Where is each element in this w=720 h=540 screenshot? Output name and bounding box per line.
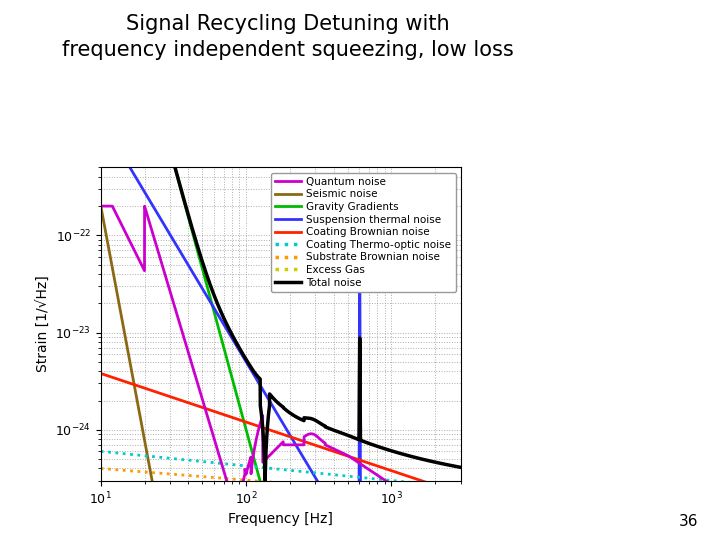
Legend: Quantum noise, Seismic noise, Gravity Gradients, Suspension thermal noise, Coati: Quantum noise, Seismic noise, Gravity Gr… (271, 173, 456, 292)
Text: Signal Recycling Detuning with: Signal Recycling Detuning with (126, 14, 450, 33)
X-axis label: Frequency [Hz]: Frequency [Hz] (228, 512, 333, 526)
Y-axis label: Strain [1/√Hz]: Strain [1/√Hz] (35, 275, 50, 373)
Text: 36: 36 (679, 514, 698, 529)
Text: frequency independent squeezing, low loss: frequency independent squeezing, low los… (62, 40, 514, 60)
